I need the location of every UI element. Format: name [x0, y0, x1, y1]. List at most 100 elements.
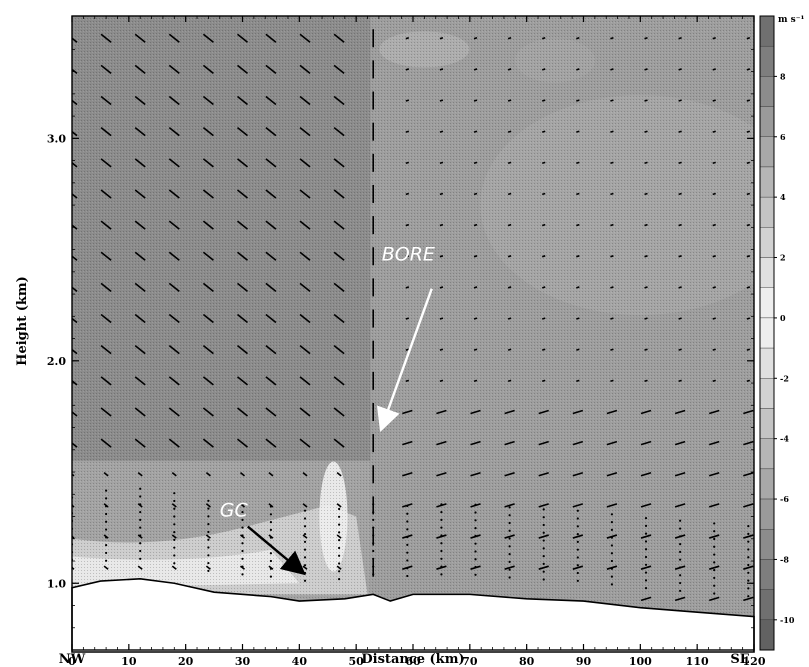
colorbar-tick-label: -2 [780, 373, 789, 383]
wind-vector [679, 558, 682, 561]
wind-vector [542, 555, 545, 558]
wind-vector [504, 471, 515, 477]
wind-vector [440, 518, 443, 521]
wind-vector [747, 563, 750, 567]
colorbar-tick-label: 4 [780, 192, 786, 202]
wind-vector [302, 472, 308, 477]
wind-vector [538, 409, 549, 415]
wind-vector [644, 37, 648, 40]
wind-vector [402, 440, 413, 446]
wind-vector [237, 158, 248, 168]
wind-vector [338, 531, 341, 534]
wind-vector [240, 472, 245, 477]
wind-vector [372, 542, 375, 545]
wind-vector [134, 33, 146, 43]
wind-vector [679, 574, 682, 577]
wind-vector [303, 517, 307, 520]
wind-vector [743, 471, 754, 477]
colorbar-tick-label: -10 [780, 615, 795, 625]
wind-vector [372, 573, 375, 576]
wind-vector [241, 534, 244, 537]
wind-vector [508, 568, 511, 571]
wind-vector [173, 562, 176, 565]
wind-vector [333, 313, 345, 324]
wind-vector [644, 317, 648, 320]
wind-vector [470, 409, 481, 415]
wind-vector [576, 556, 579, 559]
wind-vector [440, 542, 443, 545]
wind-vector [173, 507, 176, 510]
wind-vector [207, 499, 210, 502]
wind-vector [168, 33, 180, 43]
wind-vector [168, 251, 180, 261]
wind-vector [303, 532, 307, 536]
wind-vector [72, 379, 78, 386]
colorbar-cell [759, 589, 775, 621]
wind-vector [265, 376, 277, 386]
wind-vector [606, 534, 618, 539]
wind-vector [712, 379, 716, 383]
wind-vector [268, 534, 274, 539]
wind-vector [299, 407, 311, 417]
wind-vector [610, 317, 614, 320]
y-tick-label: 1.0 [47, 577, 66, 590]
colorbar-cell [759, 257, 775, 288]
wind-vector [507, 68, 512, 71]
wind-vector [269, 567, 273, 570]
wind-vector [303, 509, 307, 512]
wind-vector [202, 158, 214, 168]
wind-vector [333, 220, 345, 230]
wind-vector [265, 345, 277, 355]
wind-vector [105, 559, 108, 562]
wind-vector [538, 534, 549, 539]
wind-vector [474, 550, 477, 553]
wind-vector [237, 127, 248, 137]
wind-vector [538, 471, 549, 477]
wind-vector [265, 64, 277, 75]
wind-vector [713, 545, 716, 548]
wind-vector [542, 508, 545, 511]
wind-vector [644, 348, 648, 351]
x-tick-label: 20 [178, 655, 194, 667]
wind-vector [708, 440, 720, 446]
wind-column [237, 33, 248, 576]
wind-vector [237, 64, 248, 75]
wind-vector [139, 495, 142, 498]
x-tick-label: 90 [576, 655, 592, 667]
wind-vector [406, 512, 409, 515]
wind-vector [644, 548, 648, 551]
wind-vector [171, 534, 177, 539]
wind-vector [542, 539, 545, 542]
wind-vector [205, 503, 211, 508]
wind-vector [269, 505, 273, 508]
wind-vector [508, 506, 511, 509]
colorbar-cell [759, 227, 775, 258]
wind-vector [541, 99, 546, 102]
wind-vector [72, 504, 75, 508]
wind-vector [606, 503, 618, 508]
wind-vector [576, 348, 580, 351]
wind-vector [541, 68, 546, 71]
wind-vector [576, 286, 580, 289]
wind-vector [72, 224, 78, 230]
wind-column [743, 37, 754, 602]
wind-vector [572, 440, 584, 446]
wind-vector [100, 158, 112, 168]
wind-vector [72, 348, 78, 355]
wind-vector [207, 538, 210, 541]
wind-vector [640, 440, 652, 446]
wind-vector [576, 317, 580, 320]
wind-vector [299, 376, 311, 386]
wind-vector [72, 99, 78, 106]
wind-vector [405, 130, 410, 133]
wind-vector [674, 409, 686, 415]
wind-vector [439, 223, 444, 227]
wind-vector [173, 530, 176, 534]
gc-label: GC [220, 500, 249, 522]
wind-vector [241, 518, 244, 521]
wind-vector [168, 95, 180, 106]
wind-vector [139, 549, 142, 553]
wind-vector [743, 534, 754, 539]
wind-vector [333, 376, 345, 386]
wind-vector [171, 503, 177, 508]
